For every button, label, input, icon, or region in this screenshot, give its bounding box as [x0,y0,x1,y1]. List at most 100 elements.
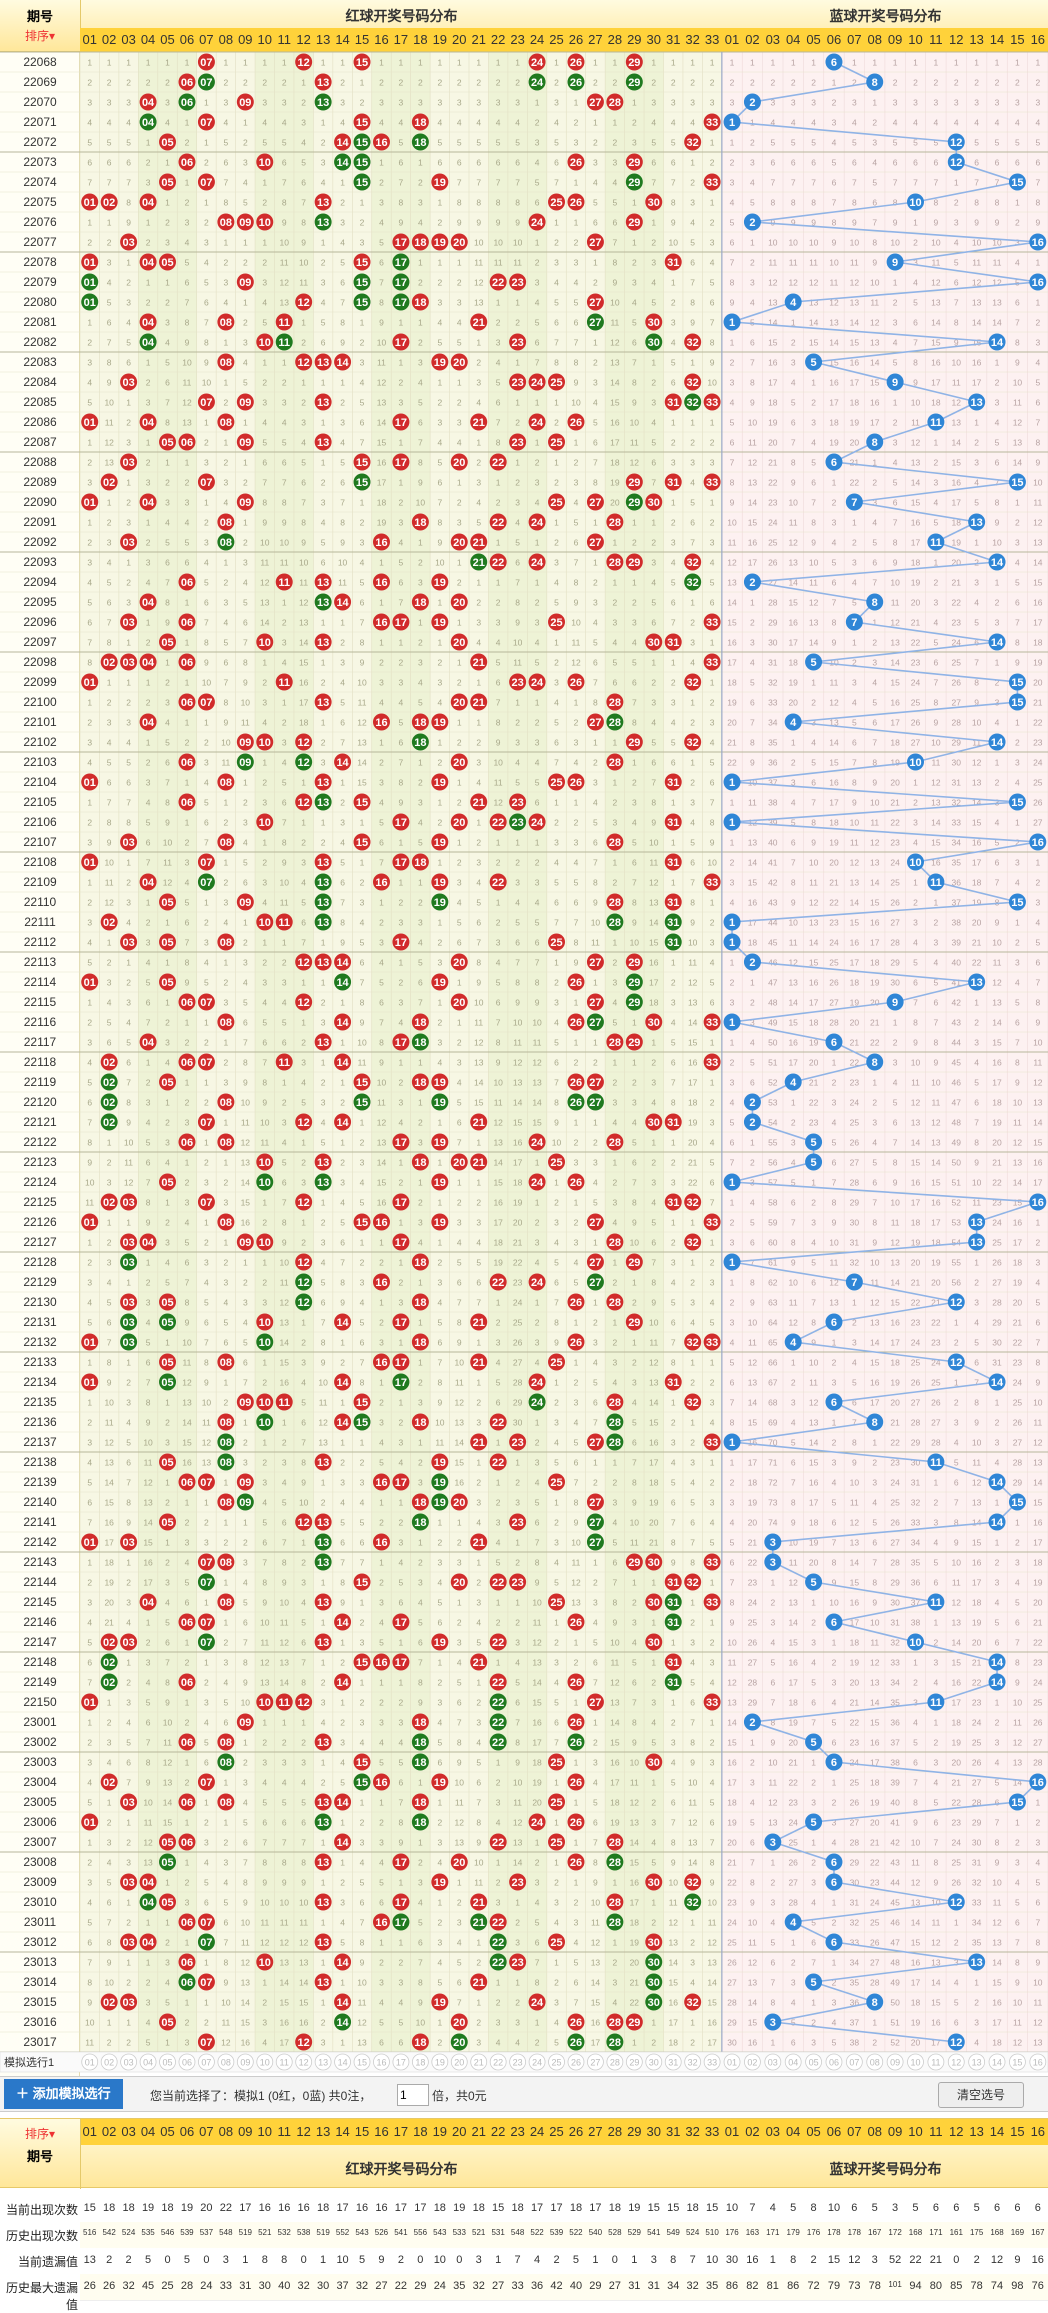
gap-value: 44 [952,1038,962,1048]
gap-value: 1 [913,218,918,228]
red-ball-number: 17 [395,1197,407,1209]
gap-value: 4 [651,1718,656,1728]
gap-value: 4 [791,798,796,808]
gap-value: 6 [872,718,877,728]
red-ball-number: 10 [259,157,271,169]
gap-value: 2 [613,1178,618,1188]
gap-value: 10 [870,798,880,808]
gap-value: 8 [146,1758,151,1768]
gap-value: 1 [515,398,520,408]
gap-value: 4 [360,918,365,928]
gap-value: 9 [340,1298,345,1308]
gap-value: 5 [457,138,462,148]
gap-value: 16 [610,418,620,428]
gap-value: 12 [727,558,737,568]
gap-value: 3 [770,1618,775,1628]
gap-value: 2 [379,78,384,88]
gap-value: 6 [399,1598,404,1608]
gap-value: 4 [651,118,656,128]
gap-value: 9 [360,1018,365,1028]
gap-value: 1 [399,1218,404,1228]
red-ball-number: 23 [512,1437,524,1449]
red-ball-number: 14 [336,357,349,369]
gap-value: 1 [750,118,755,128]
gap-value: 13 [809,298,819,308]
gap-value: 7 [87,638,92,648]
gap-value: 1 [710,1718,715,1728]
gap-value: 3 [204,238,209,248]
gap-value: 16 [788,1038,798,1048]
gap-value: 1 [204,98,209,108]
gap-value: 1 [321,458,326,468]
period-number: 22106 [23,815,57,829]
gap-value: 2 [418,1118,423,1128]
gap-value: 1 [496,298,501,308]
gap-value: 30 [890,978,900,988]
gap-value: 1 [399,1398,404,1408]
period-number: 22075 [23,195,57,209]
gap-value: 9 [730,498,735,508]
gap-value: 25 [972,1738,982,1748]
gap-value: 12 [610,1678,620,1688]
gap-value: 5 [126,1738,131,1748]
gap-value: 3 [954,98,959,108]
gap-value: 1 [87,218,92,228]
gap-value: 2 [418,78,423,88]
gap-value: 13 [104,1458,114,1468]
period-number: 22091 [23,515,57,529]
red-ball-number: 17 [395,297,407,309]
red-ball-number: 29 [628,1557,640,1569]
gap-value: 10 [357,1038,367,1048]
red-ball-number: 14 [336,137,349,149]
gap-value: 14 [513,1098,523,1108]
gap-value: 8 [282,1218,287,1228]
red-ball-number: 16 [375,877,387,889]
gap-value: 2 [87,718,92,728]
gap-value: 2 [893,418,898,428]
gap-value: 1 [593,58,598,68]
gap-value: 1 [651,1618,656,1628]
gap-value: 5 [811,458,816,468]
gap-value: 36 [911,1578,921,1588]
gap-value: 3 [321,1238,326,1248]
red-ball-number: 32 [687,1337,699,1349]
gap-value: 8 [126,1498,131,1508]
gap-value: 38 [768,798,778,808]
gap-value: 5 [224,1318,229,1328]
red-ball-number: 04 [142,197,155,209]
gap-value: 1 [893,398,898,408]
gap-value: 1 [934,1478,939,1488]
gap-value: 2 [710,698,715,708]
gap-value: 6 [515,938,520,948]
red-ball-number: 21 [473,317,485,329]
gap-value: 3 [418,1578,423,1588]
gap-value: 6 [632,1438,637,1448]
gap-value: 5 [224,638,229,648]
gap-value: 2 [1035,878,1040,888]
gap-value: 6 [165,1638,170,1648]
red-ball-number: 13 [317,637,329,649]
gap-value: 3 [360,1158,365,1168]
gap-value: 11 [163,858,172,868]
gap-value: 3 [574,1158,579,1168]
gap-value: 3 [554,1418,559,1428]
gap-value: 1 [301,1138,306,1148]
gap-value: 29 [513,1398,523,1408]
gap-value: 7 [770,178,775,188]
gap-value: 4 [262,718,267,728]
gap-value: 6 [87,1498,92,1508]
gap-value: 1 [574,178,579,188]
gap-value: 4 [690,1478,695,1488]
gap-value: 5 [321,1278,326,1288]
red-ball-number: 31 [667,777,679,789]
red-ball-number: 08 [220,1217,232,1229]
red-ball-number: 04 [142,657,155,669]
gap-value: 3 [457,518,462,528]
gap-value: 10 [474,998,484,1008]
gap-value: 6 [340,1238,345,1248]
gap-value: 13 [972,298,982,308]
red-ball-number: 13 [317,897,329,909]
gap-value: 3 [243,338,248,348]
gap-value: 32 [768,678,778,688]
gap-value: 18 [809,1518,819,1528]
